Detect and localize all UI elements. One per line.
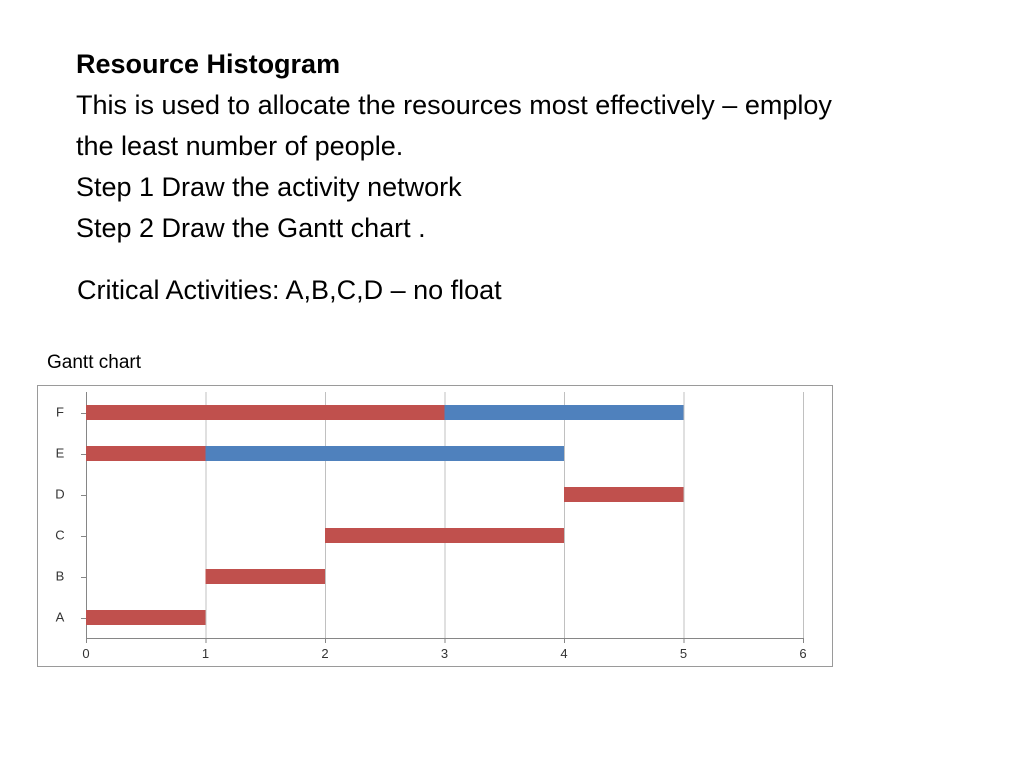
x-tick-label-1: 1 <box>202 646 209 661</box>
x-tick-label-4: 4 <box>560 646 567 661</box>
gantt-chart: A B C D E F 0 1 2 3 4 5 6 <box>37 385 833 667</box>
y-tick-label-a: A <box>56 610 65 625</box>
y-tick-label-b: B <box>56 569 65 584</box>
bar-c-critical <box>325 528 564 543</box>
body-line: Step 1 Draw the activity network <box>76 172 462 202</box>
critical-activities-text: Critical Activities: A,B,C,D – no float <box>77 275 502 305</box>
y-tick-label-d: D <box>55 487 64 502</box>
bar-d-critical <box>564 487 684 502</box>
y-tick-label-c: C <box>55 528 64 543</box>
body-line: the least number of people. <box>76 131 404 161</box>
slide-text: Resource Histogram This is used to alloc… <box>76 44 976 249</box>
body-line: Step 2 Draw the Gantt chart . <box>76 213 426 243</box>
y-tick-label-e: E <box>56 446 65 461</box>
x-tick-label-6: 6 <box>799 646 806 661</box>
bar-f-float <box>444 405 684 420</box>
x-tick-label-2: 2 <box>321 646 328 661</box>
x-tick-label-5: 5 <box>680 646 687 661</box>
chart-caption: Gantt chart <box>47 352 141 373</box>
bar-e-float <box>205 446 564 461</box>
gantt-chart-svg: A B C D E F 0 1 2 3 4 5 6 <box>55 392 807 661</box>
bar-e-critical <box>86 446 206 461</box>
x-tick-label-0: 0 <box>82 646 89 661</box>
x-tick-label-3: 3 <box>441 646 448 661</box>
bar-a-critical <box>86 610 206 625</box>
bar-b-critical <box>205 569 325 584</box>
body-line: This is used to allocate the resources m… <box>76 90 832 120</box>
slide-title: Resource Histogram <box>76 49 341 79</box>
bar-f-critical <box>86 405 445 420</box>
y-tick-label-f: F <box>56 405 64 420</box>
